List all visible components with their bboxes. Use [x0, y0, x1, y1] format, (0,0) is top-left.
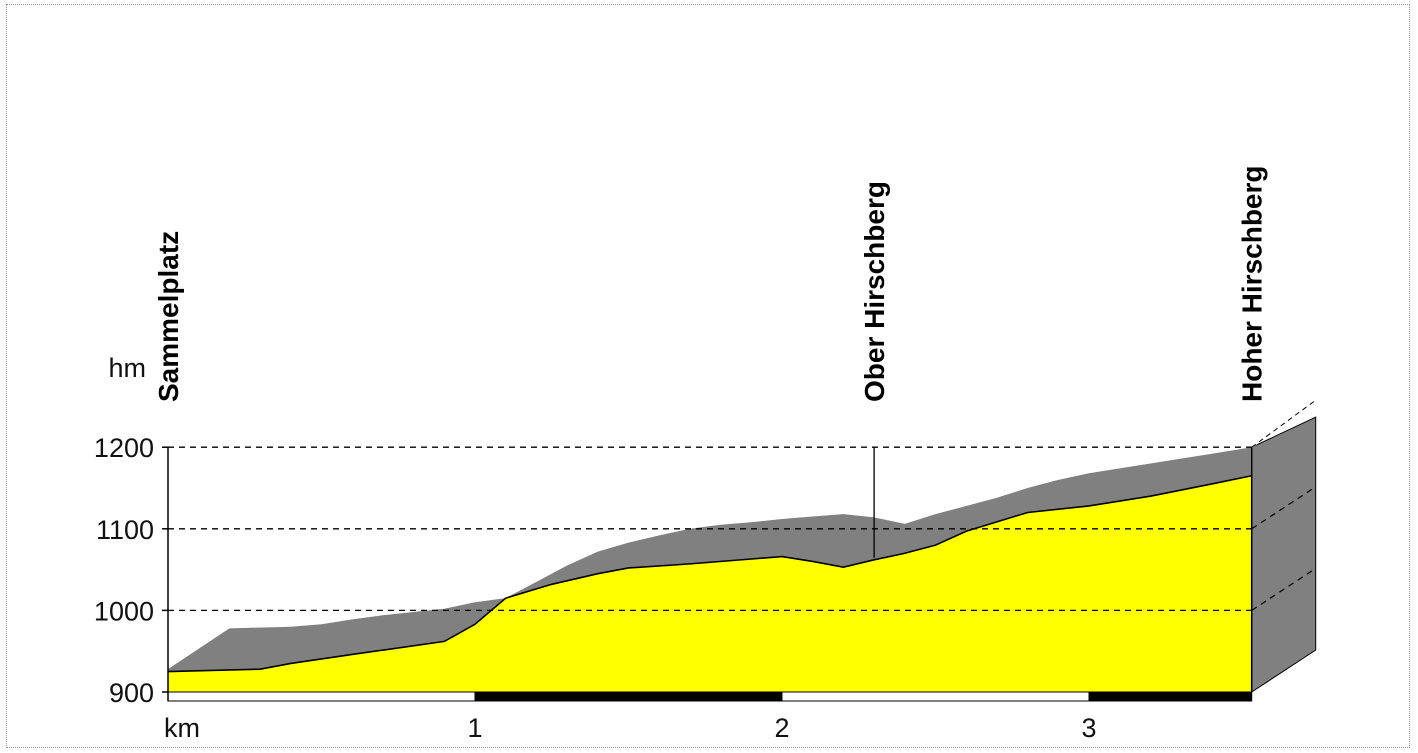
y-tick-label: 900 [109, 678, 154, 708]
side-grid-line [1251, 404, 1317, 448]
y-tick-label: 1000 [94, 596, 154, 626]
side-grid-line [1251, 567, 1317, 611]
km-bar-segment [1088, 691, 1253, 702]
x-tick-label: 2 [774, 713, 789, 743]
profile-line [167, 474, 1252, 673]
km-bar-segment [781, 691, 1090, 702]
y-axis-label: hm [108, 353, 146, 383]
side-face [1251, 416, 1317, 693]
x-axis-label: km [164, 713, 200, 743]
side-grid-line [1251, 486, 1317, 530]
x-tick-label: 1 [467, 713, 482, 743]
place-label: Hoher Hirschberg [1237, 166, 1268, 403]
km-bar-segment [167, 691, 476, 702]
y-tick-label: 1200 [94, 433, 154, 463]
place-annotations: Sammelplatz Ober Hirschberg Hoher Hirschbe… [153, 166, 1268, 558]
x-tick-label: 3 [1081, 713, 1096, 743]
y-tick-label: 1100 [96, 515, 154, 545]
side-top-line [1251, 399, 1317, 448]
km-bar [167, 691, 1253, 702]
km-bar-segment [474, 691, 783, 702]
axes: 900 1000 1100 1200 hm km 1 2 3 [94, 353, 1097, 743]
grid-lines [168, 446, 1252, 612]
profile-layer [167, 474, 1253, 692]
place-label: Sammelplatz [153, 231, 184, 402]
profile-area [168, 475, 1252, 692]
chart-frame [6, 4, 1410, 748]
place-label: Ober Hirschberg [859, 181, 890, 402]
